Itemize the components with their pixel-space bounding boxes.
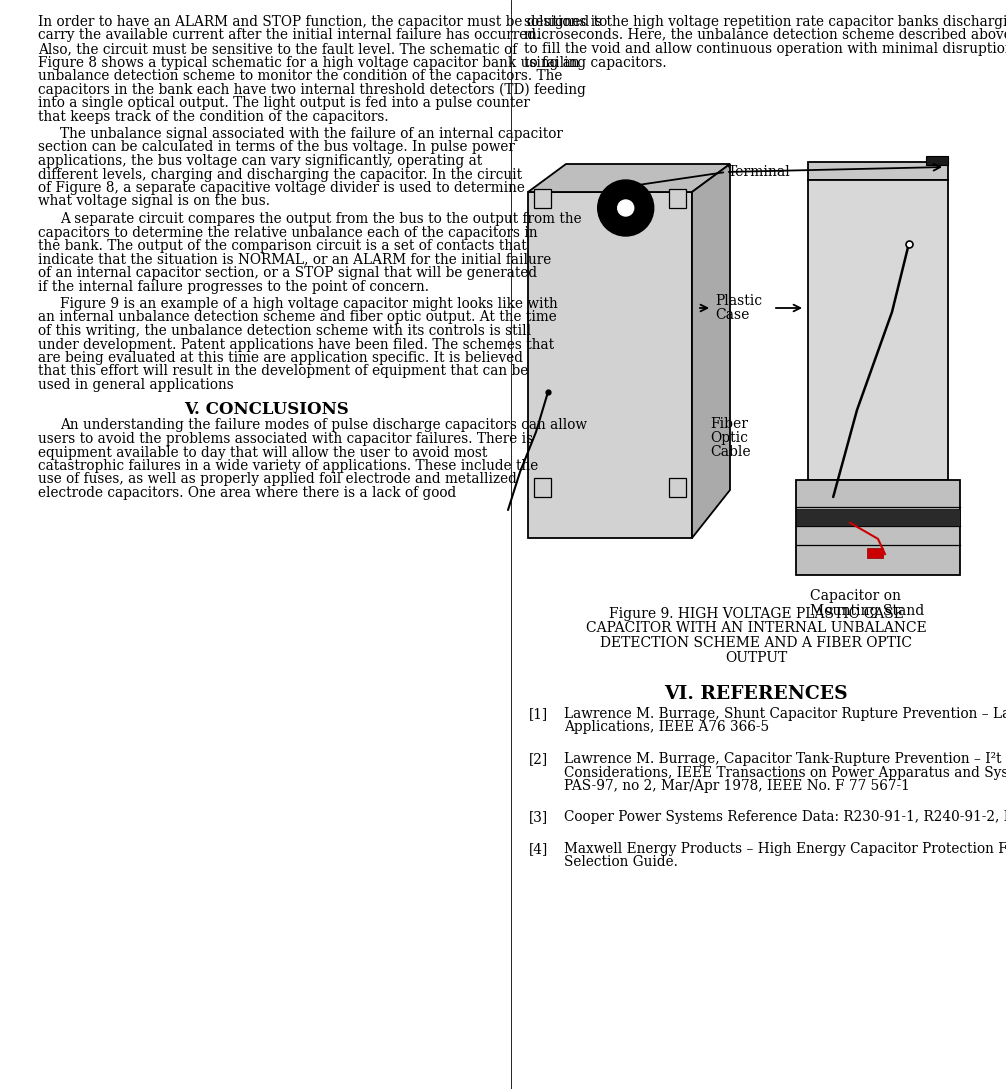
Text: section can be calculated in terms of the bus voltage. In pulse power: section can be calculated in terms of th…: [38, 140, 515, 155]
Bar: [669, 189, 686, 208]
Text: of this writing, the unbalance detection scheme with its controls is still: of this writing, the unbalance detection…: [38, 325, 531, 338]
Circle shape: [598, 180, 654, 236]
Text: catastrophic failures in a wide variety of applications. These include the: catastrophic failures in a wide variety …: [38, 458, 538, 473]
Text: Also, the circuit must be sensitive to the fault level. The schematic of: Also, the circuit must be sensitive to t…: [38, 42, 517, 56]
Polygon shape: [692, 164, 730, 538]
Text: that this effort will result in the development of equipment that can be: that this effort will result in the deve…: [38, 365, 528, 379]
Bar: [796, 480, 960, 575]
Text: the bank. The output of the comparison circuit is a set of contacts that: the bank. The output of the comparison c…: [38, 238, 527, 253]
Text: The unbalance signal associated with the failure of an internal capacitor: The unbalance signal associated with the…: [60, 127, 563, 140]
Text: under development. Patent applications have been filed. The schemes that: under development. Patent applications h…: [38, 338, 554, 352]
Bar: [867, 549, 883, 559]
Bar: [534, 189, 551, 208]
Text: OUTPUT: OUTPUT: [725, 650, 787, 664]
Text: Figure 9. HIGH VOLTAGE PLASTIC CASE: Figure 9. HIGH VOLTAGE PLASTIC CASE: [609, 607, 903, 621]
Text: CAPACITOR WITH AN INTERNAL UNBALANCE: CAPACITOR WITH AN INTERNAL UNBALANCE: [585, 622, 927, 636]
Text: An understanding the failure modes of pulse discharge capacitors can allow: An understanding the failure modes of pu…: [60, 418, 586, 432]
Bar: [808, 162, 948, 180]
Text: Plastic: Plastic: [715, 294, 763, 308]
Bar: [534, 478, 551, 497]
Polygon shape: [528, 192, 692, 538]
Text: [3]: [3]: [529, 810, 548, 824]
Text: Cooper Power Systems Reference Data: R230-91-1, R240-91-2, R240-91-38.: Cooper Power Systems Reference Data: R23…: [564, 810, 1006, 824]
Text: DETECTION SCHEME AND A FIBER OPTIC: DETECTION SCHEME AND A FIBER OPTIC: [600, 636, 912, 650]
Text: to fill the void and allow continuous operation with minimal disruptions due: to fill the void and allow continuous op…: [524, 42, 1006, 56]
Bar: [808, 180, 948, 480]
Text: Lawrence M. Burrage, Capacitor Tank-Rupture Prevention – I²t: Lawrence M. Burrage, Capacitor Tank-Rupt…: [564, 752, 1002, 766]
Text: equipment available to day that will allow the user to avoid most: equipment available to day that will all…: [38, 445, 487, 460]
Text: different levels, charging and discharging the capacitor. In the circuit: different levels, charging and dischargi…: [38, 168, 522, 182]
Text: V. CONCLUSIONS: V. CONCLUSIONS: [185, 402, 349, 418]
Text: [4]: [4]: [529, 842, 548, 856]
Text: into a single optical output. The light output is fed into a pulse counter: into a single optical output. The light …: [38, 96, 530, 110]
Text: Capacitor on: Capacitor on: [810, 589, 901, 603]
Text: Fiber: Fiber: [710, 417, 748, 431]
Text: what voltage signal is on the bus.: what voltage signal is on the bus.: [38, 195, 270, 208]
Text: applications, the bus voltage can vary significantly, operating at: applications, the bus voltage can vary s…: [38, 154, 482, 168]
Text: unbalance detection scheme to monitor the condition of the capacitors. The: unbalance detection scheme to monitor th…: [38, 69, 562, 83]
Text: Case: Case: [715, 308, 749, 322]
Text: are being evaluated at this time are application specific. It is believed: are being evaluated at this time are app…: [38, 351, 523, 365]
Text: A separate circuit compares the output from the bus to the output from the: A separate circuit compares the output f…: [60, 212, 581, 227]
Text: Mounting Stand: Mounting Stand: [810, 604, 925, 617]
Text: In order to have an ALARM and STOP function, the capacitor must be designed to: In order to have an ALARM and STOP funct…: [38, 15, 608, 29]
Text: of Figure 8, a separate capacitive voltage divider is used to determine: of Figure 8, a separate capacitive volta…: [38, 181, 525, 195]
Text: [2]: [2]: [529, 752, 548, 766]
Text: Maxwell Energy Products – High Energy Capacitor Protection Fuse: Maxwell Energy Products – High Energy Ca…: [564, 842, 1006, 856]
Text: indicate that the situation is NORMAL, or an ALARM for the initial failure: indicate that the situation is NORMAL, o…: [38, 253, 551, 267]
Text: PAS-97, no 2, Mar/Apr 1978, IEEE No. F 77 567-1: PAS-97, no 2, Mar/Apr 1978, IEEE No. F 7…: [564, 779, 909, 793]
Text: Terminal: Terminal: [728, 166, 791, 179]
Text: Cable: Cable: [710, 445, 750, 458]
Text: that keeps track of the condition of the capacitors.: that keeps track of the condition of the…: [38, 110, 388, 123]
Bar: [796, 509, 960, 526]
Text: Figure 9 is an example of a high voltage capacitor might looks like with: Figure 9 is an example of a high voltage…: [60, 297, 557, 311]
Text: of an internal capacitor section, or a STOP signal that will be generated: of an internal capacitor section, or a S…: [38, 266, 537, 280]
Text: Considerations, IEEE Transactions on Power Apparatus and Systems, Vol.: Considerations, IEEE Transactions on Pow…: [564, 766, 1006, 780]
Circle shape: [618, 200, 634, 216]
Text: electrode capacitors. One area where there is a lack of good: electrode capacitors. One area where the…: [38, 486, 457, 500]
Polygon shape: [528, 164, 730, 192]
Text: carry the available current after the initial internal failure has occurred.: carry the available current after the in…: [38, 28, 540, 42]
Text: an internal unbalance detection scheme and fiber optic output. At the time: an internal unbalance detection scheme a…: [38, 310, 556, 325]
Text: used in general applications: used in general applications: [38, 378, 233, 392]
Text: to failing capacitors.: to failing capacitors.: [524, 56, 667, 70]
Text: solutions is the high voltage repetition rate capacitor banks discharging in: solutions is the high voltage repetition…: [524, 15, 1006, 29]
Text: capacitors in the bank each have two internal threshold detectors (TD) feeding: capacitors in the bank each have two int…: [38, 83, 585, 97]
Text: Lawrence M. Burrage, Shunt Capacitor Rupture Prevention – Large Bank: Lawrence M. Burrage, Shunt Capacitor Rup…: [564, 707, 1006, 721]
Text: VI. REFERENCES: VI. REFERENCES: [664, 685, 848, 703]
Text: use of fuses, as well as properly applied foil electrode and metallized: use of fuses, as well as properly applie…: [38, 473, 517, 487]
Bar: [669, 478, 686, 497]
Text: capacitors to determine the relative unbalance each of the capacitors in: capacitors to determine the relative unb…: [38, 225, 537, 240]
Text: Selection Guide.: Selection Guide.: [564, 856, 678, 869]
Text: if the internal failure progresses to the point of concern.: if the internal failure progresses to th…: [38, 280, 429, 294]
Bar: [926, 156, 948, 166]
Text: [1]: [1]: [529, 707, 548, 721]
Text: microseconds. Here, the unbalance detection scheme described above is designed: microseconds. Here, the unbalance detect…: [524, 28, 1006, 42]
Text: Optic: Optic: [710, 431, 748, 445]
Text: Figure 8 shows a typical schematic for a high voltage capacitor bank using an: Figure 8 shows a typical schematic for a…: [38, 56, 579, 70]
Text: users to avoid the problems associated with capacitor failures. There is: users to avoid the problems associated w…: [38, 432, 533, 446]
Text: Applications, IEEE A76 366-5: Applications, IEEE A76 366-5: [564, 721, 770, 734]
